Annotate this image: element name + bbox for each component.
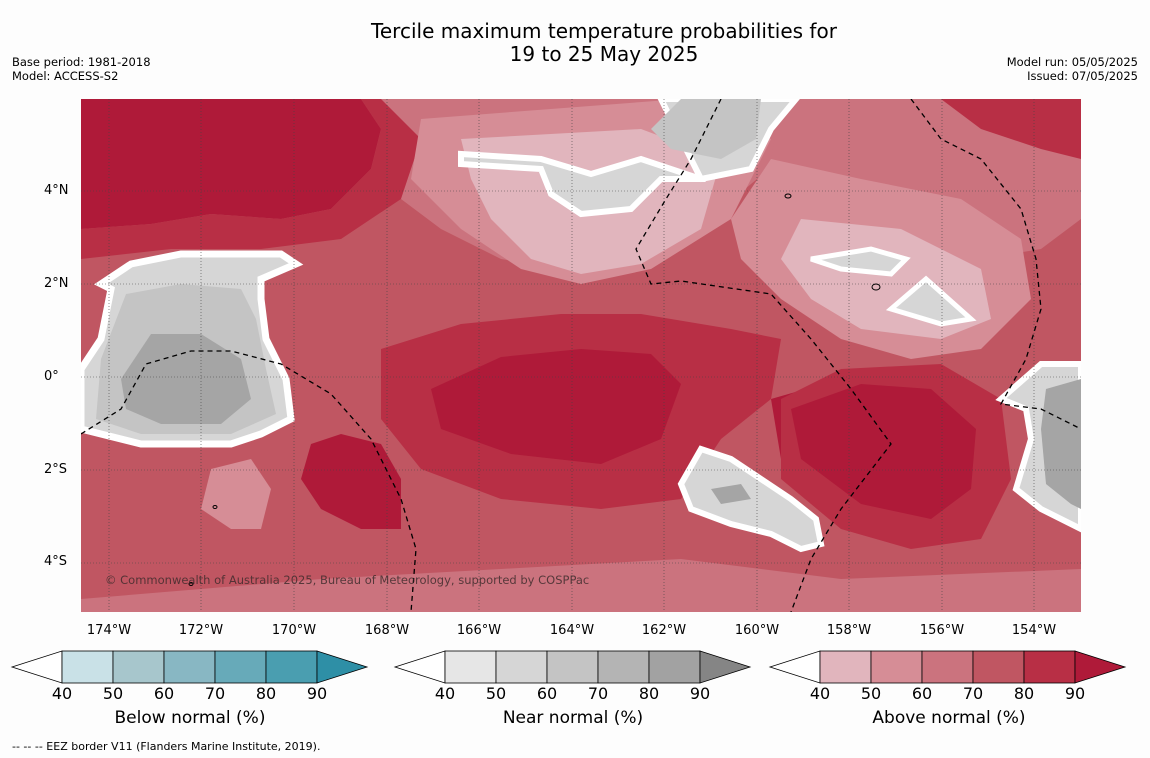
lat-label-4n: 4°N <box>44 183 69 198</box>
islands <box>188 193 881 586</box>
title-line-1: Tercile maximum temperature probabilitie… <box>371 19 837 43</box>
colorbar-above-tick-50: 50 <box>860 684 882 703</box>
map-svg: © Commonwealth of Australia 2025, Bureau… <box>81 99 1081 612</box>
base-period: Base period: 1981-2018 <box>12 55 151 69</box>
lon-label-172w: 172°W <box>178 623 224 638</box>
colorbar-near-segment-1 <box>495 650 548 684</box>
colorbar-near-tick-70: 70 <box>587 684 609 703</box>
lat-label-2s: 2°S <box>44 462 68 477</box>
region-above-90-sw <box>301 434 401 529</box>
colorbar-near-max-triangle <box>699 650 752 684</box>
colorbar-near-tick-80: 80 <box>638 684 660 703</box>
region-near-west-70 <box>121 334 251 424</box>
colorbar-below-segment-1 <box>112 650 165 684</box>
colorbar-above-segment-2 <box>921 650 974 684</box>
colorbar-near-tick-40: 40 <box>434 684 456 703</box>
eez-border-ne <box>910 99 1081 430</box>
colorbar-near-tick-60: 60 <box>536 684 558 703</box>
colorbar-below-segment-2 <box>163 650 216 684</box>
colorbar-below-segment-4 <box>265 650 318 684</box>
colorbar-near-segment-4 <box>648 650 701 684</box>
colorbar-above-tick-60: 60 <box>911 684 933 703</box>
colorbar-below-tick-40: 40 <box>51 684 73 703</box>
probability-map: © Commonwealth of Australia 2025, Bureau… <box>81 99 1081 612</box>
colorbar-below-tick-90: 90 <box>306 684 328 703</box>
colorbar-label-above: Above normal (%) <box>872 708 1026 728</box>
island-3 <box>212 505 218 509</box>
colorbar-below-tick-70: 70 <box>204 684 226 703</box>
model-run: Model run: 05/05/2025 <box>1006 55 1138 69</box>
colorbar-below-tick-80: 80 <box>255 684 277 703</box>
colorbar-above-tick-80: 80 <box>1013 684 1035 703</box>
colorbar-above-tick-40: 40 <box>809 684 831 703</box>
colorbar-above-min-triangle <box>768 650 821 684</box>
lat-label-4s: 4°S <box>44 554 68 569</box>
region-near-east-70 <box>1041 379 1081 509</box>
colorbar-below-tick-50: 50 <box>102 684 124 703</box>
colorbar-below-tick-60: 60 <box>153 684 175 703</box>
lon-label-164w: 164°W <box>549 623 595 638</box>
issued-date: Issued: 07/05/2025 <box>1027 69 1138 83</box>
colorbar-near-tick-90: 90 <box>689 684 711 703</box>
colorbar-above-tick-70: 70 <box>962 684 984 703</box>
lat-label-0: 0° <box>44 369 59 384</box>
colorbar-near-tick-50: 50 <box>485 684 507 703</box>
lon-label-156w: 156°W <box>919 623 965 638</box>
island-2 <box>871 283 881 291</box>
lon-label-168w: 168°W <box>364 623 410 638</box>
lat-label-2n: 2°N <box>44 276 69 291</box>
lon-label-170w: 170°W <box>271 623 317 638</box>
eez-footnote: -- -- -- EEZ border V11 (Flanders Marine… <box>12 740 321 753</box>
colorbar-near-segment-0 <box>444 650 497 684</box>
colorbar-below-min-triangle <box>10 650 63 684</box>
colorbar-near-segment-2 <box>546 650 599 684</box>
lon-label-160w: 160°W <box>734 623 780 638</box>
meta-right: Model run: 05/05/2025 Issued: 07/05/2025 <box>1007 55 1138 83</box>
title-line-2: 19 to 25 May 2025 <box>509 42 699 66</box>
chart-title: Tercile maximum temperature probabilitie… <box>0 20 1150 66</box>
colorbar-above-segment-3 <box>972 650 1025 684</box>
region-near-patch-2 <box>885 275 977 327</box>
region-near-north-core <box>651 99 761 159</box>
colorbar-above-segment-4 <box>1023 650 1076 684</box>
colorbar-below-segment-3 <box>214 650 267 684</box>
lon-label-154w: 154°W <box>1011 623 1057 638</box>
region-above-90-nw <box>81 99 381 229</box>
colorbar-near-segment-3 <box>597 650 650 684</box>
lon-label-162w: 162°W <box>641 623 687 638</box>
region-near-south-70 <box>711 484 751 504</box>
copyright-text: © Commonwealth of Australia 2025, Bureau… <box>105 573 589 587</box>
colorbar-above-segment-1 <box>870 650 923 684</box>
region-above-80-ne <box>941 99 1081 159</box>
colorbar-near-min-triangle <box>393 650 446 684</box>
meta-left: Base period: 1981-2018 Model: ACCESS-S2 <box>12 55 151 83</box>
lon-label-174w: 174°W <box>86 623 132 638</box>
eez-border-north <box>635 99 892 612</box>
region-above-50-sw <box>201 459 271 529</box>
region-above-60-south <box>81 559 1081 612</box>
colorbar-above-max-triangle <box>1074 650 1127 684</box>
region-above-90-central-2 <box>431 349 681 464</box>
colorbar-below-segment-0 <box>61 650 114 684</box>
region-above-80-nw <box>81 99 421 259</box>
colorbar-above-tick-90: 90 <box>1064 684 1086 703</box>
eez-borders <box>81 99 1081 612</box>
region-above-90-se-core <box>791 384 976 519</box>
region-near-patch-1 <box>810 246 911 277</box>
colorbars-svg <box>10 650 1127 684</box>
colorbar-label-near: Near normal (%) <box>502 708 644 728</box>
island-4 <box>188 582 194 586</box>
colorbar-below-max-triangle <box>316 650 369 684</box>
colorbar-above-segment-0 <box>819 650 872 684</box>
model-name: Model: ACCESS-S2 <box>12 69 119 83</box>
lon-label-166w: 166°W <box>456 623 502 638</box>
eez-border-west <box>81 350 417 612</box>
island-1 <box>784 193 792 199</box>
lon-label-158w: 158°W <box>826 623 872 638</box>
colorbar-label-below: Below normal (%) <box>114 708 266 728</box>
